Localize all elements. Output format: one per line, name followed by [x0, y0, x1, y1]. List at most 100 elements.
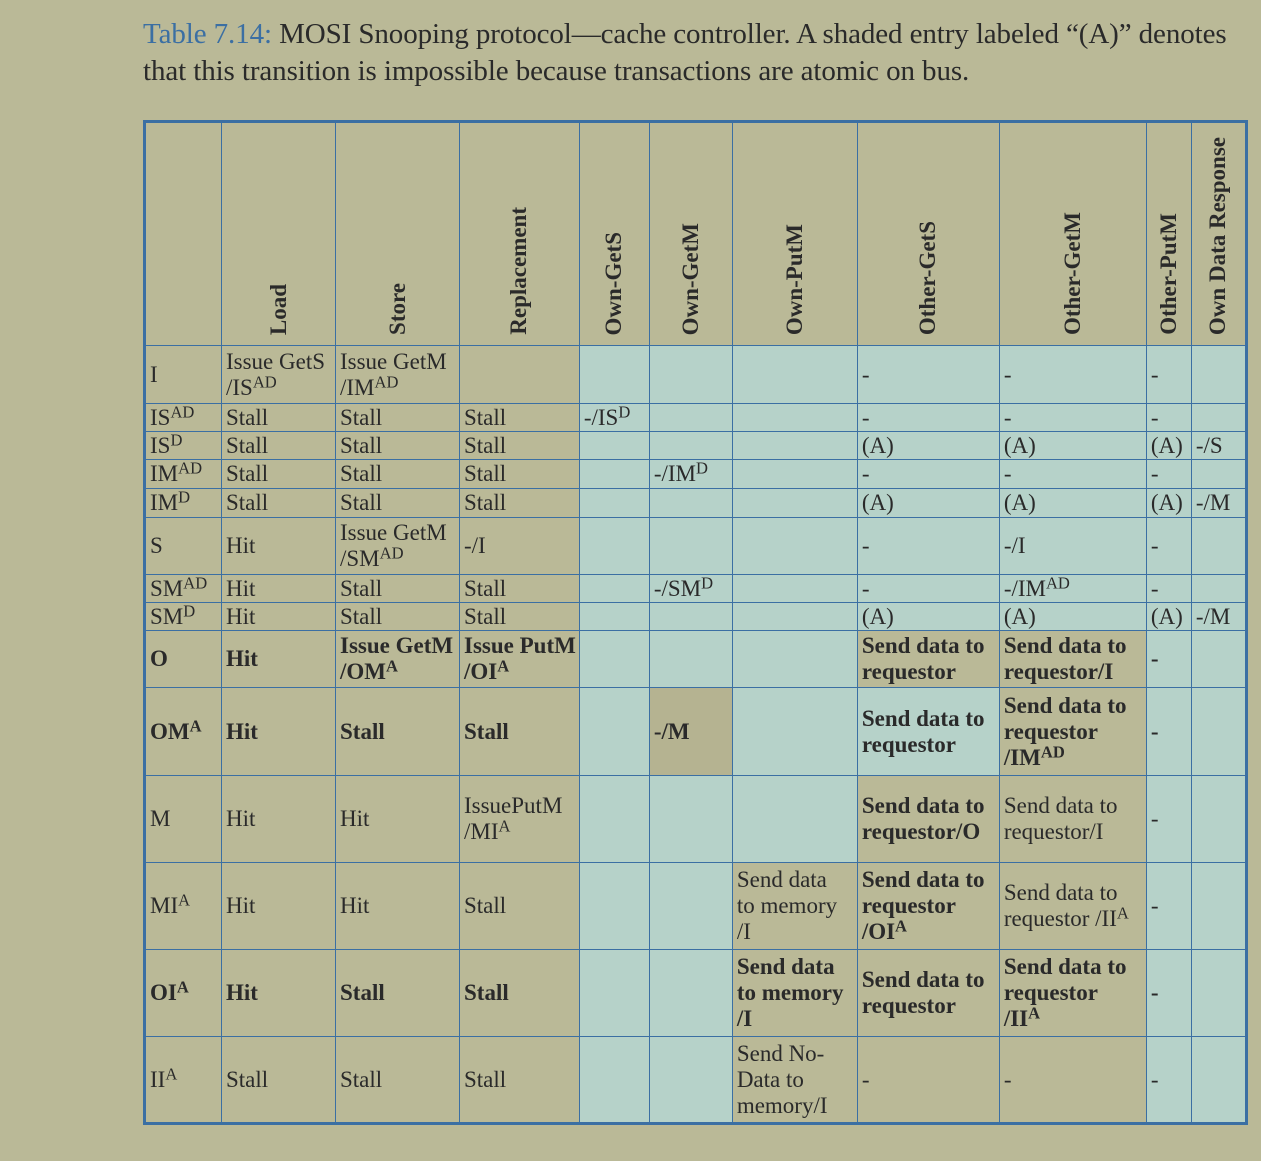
cell-o-own-data-response: [1190, 630, 1247, 688]
cell-iia-own-getm: [648, 1036, 733, 1124]
cell-mia-other-gets: Send data to requestor/OIA: [856, 862, 1000, 950]
cell-iia-other-putm: -: [1145, 1036, 1192, 1124]
cell-imad-load: Stall: [221, 459, 336, 489]
cell-isad-other-getm: -: [998, 403, 1147, 432]
cell-smd-other-gets: (A): [856, 602, 1000, 631]
cell-mia-own-putm: Send data to memory/I: [731, 862, 858, 950]
table-row: ISAD Stall Stall Stall -/ISD - - -: [144, 403, 1247, 432]
cell-smd-other-putm: (A): [1145, 602, 1192, 631]
cell-smad-other-getm: -/IMAD: [998, 574, 1147, 603]
cell-m-other-putm: -: [1145, 775, 1192, 863]
cell-i-replacement: [459, 345, 580, 404]
cell-imad-other-getm: -: [998, 459, 1147, 489]
state-imad: IMAD: [144, 459, 222, 489]
cell-m-other-gets: Send data to requestor/O: [856, 775, 1000, 863]
cell-imd-store: Stall: [335, 488, 460, 518]
table-row: MIA Hit Hit Stall Send data to memory/I Send d…: [144, 862, 1247, 950]
cell-m-other-getm: Send data to requestor/I: [998, 775, 1147, 863]
cell-mia-load: Hit: [221, 862, 336, 950]
cell-mia-other-getm: Send data to requestor /IIA: [998, 862, 1147, 950]
cell-s-other-gets: -: [856, 517, 1000, 575]
cell-isd-own-putm: [731, 431, 858, 460]
cell-s-other-putm: -: [1145, 517, 1192, 575]
header-store: Store: [335, 121, 460, 346]
cell-imad-other-putm: -: [1145, 459, 1192, 489]
cell-i-store: Issue GetM/IMAD: [335, 345, 460, 404]
cell-s-store: Issue GetM/SMAD: [335, 517, 460, 575]
cell-o-own-getm: [648, 630, 733, 688]
cell-i-other-getm: -: [998, 345, 1147, 404]
state-i: I: [144, 345, 222, 404]
cell-mia-own-gets: [578, 862, 650, 950]
cell-i-other-putm: -: [1145, 345, 1192, 404]
mosi-transition-table: Load Store Replacement Own-GetS Own-GetM…: [143, 120, 1248, 1125]
header-row: Load Store Replacement Own-GetS Own-GetM…: [144, 121, 1247, 346]
cell-s-own-data-response: [1190, 517, 1247, 575]
state-isad: ISAD: [144, 403, 222, 432]
cell-s-own-putm: [731, 517, 858, 575]
cell-iia-own-gets: [578, 1036, 650, 1124]
cell-imd-load: Stall: [221, 488, 336, 518]
cell-imad-replacement: Stall: [459, 459, 580, 489]
cell-imad-own-putm: [731, 459, 858, 489]
state-oma: OMA: [144, 687, 222, 776]
header-own-getm: Own-GetM: [648, 121, 733, 346]
cell-o-load: Hit: [221, 630, 336, 688]
cell-oma-load: Hit: [221, 687, 336, 776]
cell-smd-own-getm: [648, 602, 733, 631]
state-imd: IMD: [144, 488, 222, 518]
cell-o-own-putm: [731, 630, 858, 688]
cell-isd-replacement: Stall: [459, 431, 580, 460]
table-row: OMA Hit Stall Stall -/M Send data to requestor…: [144, 687, 1247, 776]
cell-i-own-data-response: [1190, 345, 1247, 404]
table-row: O Hit Issue GetM/OMA Issue PutM/OIA Send dat…: [144, 630, 1247, 688]
cell-imd-other-putm: (A): [1145, 488, 1192, 518]
cell-oma-own-putm: [731, 687, 858, 776]
header-load: Load: [221, 121, 336, 346]
cell-smad-own-getm: -/SMD: [648, 574, 733, 603]
cell-s-replacement: -/I: [459, 517, 580, 575]
cell-i-load: Issue GetS/ISAD: [221, 345, 336, 404]
cell-oia-other-putm: -: [1145, 949, 1192, 1037]
header-own-putm: Own-PutM: [731, 121, 858, 346]
cell-s-load: Hit: [221, 517, 336, 575]
cell-smad-own-putm: [731, 574, 858, 603]
table-row: IMAD Stall Stall Stall -/IMD - - -: [144, 459, 1247, 489]
table-row: SMAD Hit Stall Stall -/SMD - -/IMAD -: [144, 574, 1247, 603]
cell-iia-own-data-response: [1190, 1036, 1247, 1124]
cell-m-own-gets: [578, 775, 650, 863]
state-isd: ISD: [144, 431, 222, 460]
cell-m-replacement: IssuePutM/MIA: [459, 775, 580, 863]
cell-isd-other-putm: (A): [1145, 431, 1192, 460]
cell-oia-other-gets: Send data to requestor: [856, 949, 1000, 1037]
cell-isad-other-gets: -: [856, 403, 1000, 432]
cell-smd-own-putm: [731, 602, 858, 631]
cell-oma-own-data-response: [1190, 687, 1247, 776]
header-other-gets: Other-GetS: [856, 121, 1000, 346]
header-replacement: Replacement: [459, 121, 580, 346]
caption-text: MOSI Snooping protocol—cache controller.…: [143, 18, 1227, 87]
cell-oma-store: Stall: [335, 687, 460, 776]
cell-smd-own-data-response: -/M: [1190, 602, 1247, 631]
cell-isd-store: Stall: [335, 431, 460, 460]
cell-i-own-gets: [578, 345, 650, 404]
cell-isad-own-data-response: [1190, 403, 1247, 432]
cell-smad-replacement: Stall: [459, 574, 580, 603]
cell-isd-own-getm: [648, 431, 733, 460]
cell-isd-other-gets: (A): [856, 431, 1000, 460]
table-row: ISD Stall Stall Stall (A) (A) (A) -/S: [144, 431, 1247, 460]
cell-isd-load: Stall: [221, 431, 336, 460]
state-o: O: [144, 630, 222, 688]
cell-iia-own-putm: Send No- Data to memory/I: [731, 1036, 858, 1124]
state-m: M: [144, 775, 222, 863]
cell-s-own-gets: [578, 517, 650, 575]
cell-iia-replacement: Stall: [459, 1036, 580, 1124]
cell-m-load: Hit: [221, 775, 336, 863]
cell-smd-other-getm: (A): [998, 602, 1147, 631]
cell-smd-own-gets: [578, 602, 650, 631]
state-iia: IIA: [144, 1036, 222, 1124]
cell-oia-other-getm: Send data to requestor/IIA: [998, 949, 1147, 1037]
cell-m-store: Hit: [335, 775, 460, 863]
cell-i-own-putm: [731, 345, 858, 404]
cell-imad-store: Stall: [335, 459, 460, 489]
